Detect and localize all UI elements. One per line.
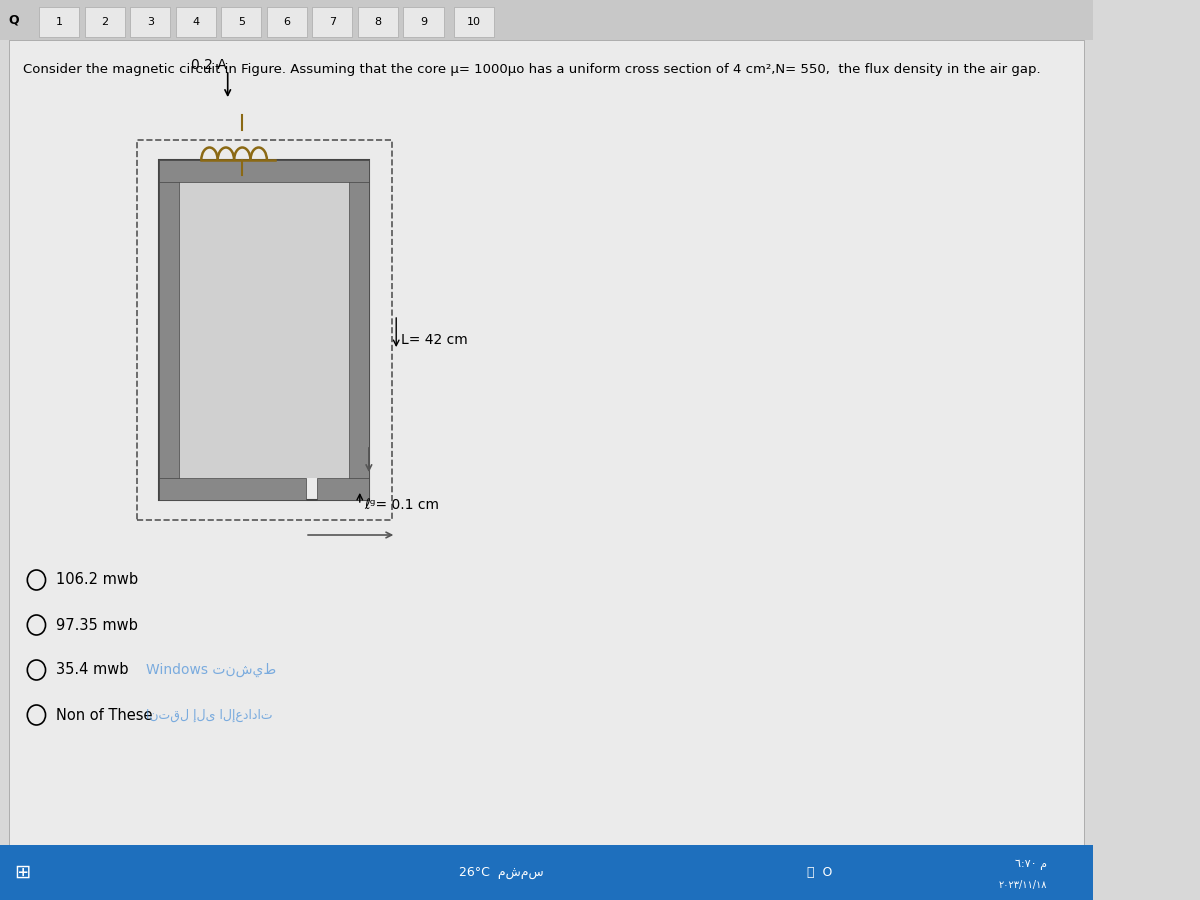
- Text: انتقل إلى الإعدادات: انتقل إلى الإعدادات: [145, 708, 272, 722]
- FancyBboxPatch shape: [10, 40, 1084, 845]
- Text: Q: Q: [8, 14, 19, 26]
- Bar: [349, 160, 368, 500]
- FancyBboxPatch shape: [131, 7, 170, 37]
- FancyBboxPatch shape: [266, 7, 307, 37]
- FancyBboxPatch shape: [85, 7, 125, 37]
- Text: 10: 10: [467, 17, 481, 27]
- Text: 7: 7: [329, 17, 336, 27]
- Text: 35.4 mwb: 35.4 mwb: [56, 662, 128, 678]
- FancyBboxPatch shape: [221, 7, 262, 37]
- FancyBboxPatch shape: [0, 0, 1093, 40]
- FancyBboxPatch shape: [175, 7, 216, 37]
- Text: L= 42 cm: L= 42 cm: [401, 333, 468, 347]
- Text: ⊞: ⊞: [14, 863, 31, 882]
- Text: 6: 6: [283, 17, 290, 27]
- Text: 🔍  O: 🔍 O: [808, 866, 833, 879]
- Text: Consider the magnetic circuit in Figure. Assuming that the core μ= 1000μo has a : Consider the magnetic circuit in Figure.…: [23, 64, 1040, 76]
- Text: 9: 9: [420, 17, 427, 27]
- Text: 3: 3: [146, 17, 154, 27]
- Text: 8: 8: [374, 17, 382, 27]
- Text: 5: 5: [238, 17, 245, 27]
- Text: 26°C  مشمس: 26°C مشمس: [458, 866, 544, 879]
- Text: 97.35 mwb: 97.35 mwb: [56, 617, 138, 633]
- Bar: [317, 478, 368, 500]
- Text: ℓᵍ= 0.1 cm: ℓᵍ= 0.1 cm: [365, 498, 439, 512]
- Text: 0.2 A: 0.2 A: [191, 58, 227, 72]
- Text: 2: 2: [101, 17, 108, 27]
- Bar: [137, 140, 391, 520]
- Text: ٦:٧٠ م: ٦:٧٠ م: [1015, 860, 1048, 870]
- FancyBboxPatch shape: [312, 7, 353, 37]
- FancyBboxPatch shape: [454, 7, 493, 37]
- Text: 106.2 mwb: 106.2 mwb: [56, 572, 138, 588]
- Bar: [180, 182, 349, 478]
- Text: 1: 1: [55, 17, 62, 27]
- Text: ٢٠٢٣/١١/١٨: ٢٠٢٣/١١/١٨: [998, 880, 1048, 890]
- Bar: [160, 160, 368, 500]
- FancyBboxPatch shape: [358, 7, 398, 37]
- Text: Windows تنشيط: Windows تنشيط: [145, 663, 276, 677]
- Bar: [160, 478, 306, 500]
- Bar: [160, 160, 368, 182]
- Text: 4: 4: [192, 17, 199, 27]
- Text: Non of These: Non of These: [56, 707, 152, 723]
- Bar: [0, 845, 1093, 900]
- FancyBboxPatch shape: [40, 7, 79, 37]
- Bar: [160, 160, 180, 500]
- FancyBboxPatch shape: [403, 7, 444, 37]
